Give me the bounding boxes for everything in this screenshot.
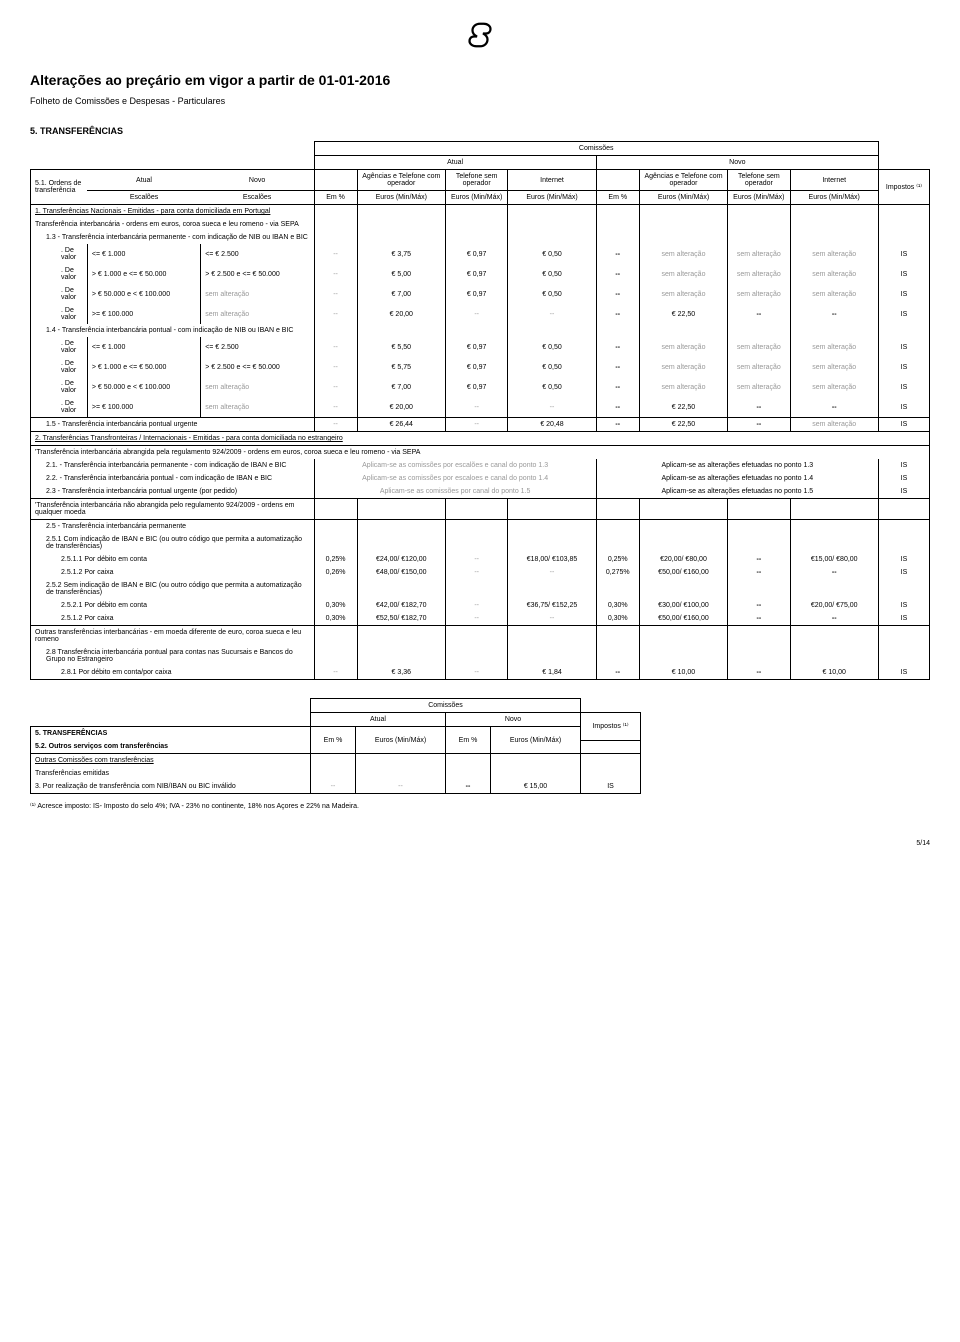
- atual-header: Atual: [314, 156, 596, 170]
- section-5-title: 5. TRANSFERÊNCIAS: [30, 126, 930, 136]
- logo: [30, 20, 930, 52]
- page-subtitle: Folheto de Comissões e Despesas - Partic…: [30, 96, 930, 106]
- page-title: Alterações ao preçário em vigor a partir…: [30, 72, 930, 88]
- t1-title: 1. Transferências Nacionais - Emitidas -…: [31, 205, 315, 219]
- t2-title: 2. Transferências Transfronteiras / Inte…: [31, 432, 930, 446]
- footnote: ⁽¹⁾ Acresce imposto: IS- Imposto do selo…: [30, 802, 930, 810]
- novo-header: Novo: [596, 156, 878, 170]
- secondary-table: Comissões Atual Novo Impostos ⁽¹⁾ 5. TRA…: [30, 698, 641, 794]
- s51-title: 5.1. Ordens de transferência: [31, 170, 88, 205]
- main-table: Comissões Atual Novo 5.1. Ordens de tran…: [30, 141, 930, 680]
- comissoes-header: Comissões: [314, 142, 878, 156]
- page-number: 5/14: [30, 840, 930, 847]
